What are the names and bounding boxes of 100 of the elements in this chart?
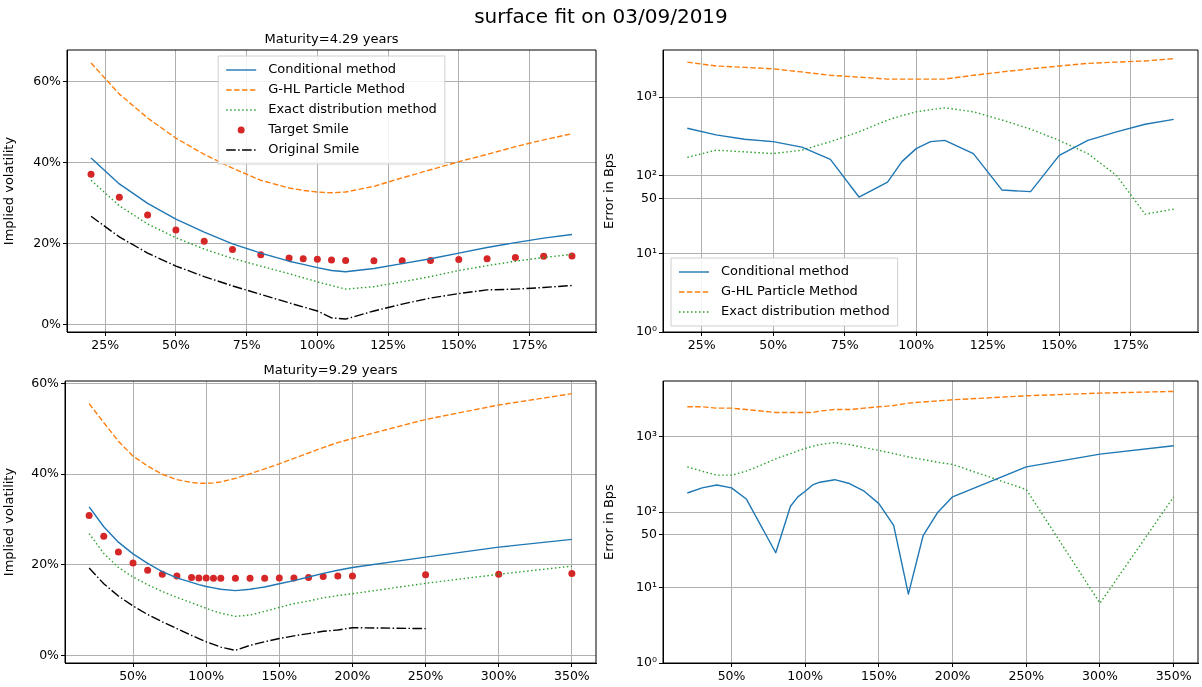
y-axis-title: Implied volatility [1, 467, 17, 577]
point [342, 256, 350, 264]
legend-label: Conditional method [268, 61, 397, 77]
y-axis-title: Error in Bps [601, 483, 617, 560]
point [209, 574, 217, 582]
point [129, 559, 137, 567]
x-tick-label: 125% [969, 336, 1006, 352]
point [85, 511, 93, 519]
x-tick-label: 200% [334, 667, 371, 683]
point [114, 548, 122, 556]
point [511, 254, 519, 262]
chart-title: Maturity=9.29 years [263, 361, 398, 377]
point [231, 574, 239, 582]
point [195, 574, 203, 582]
line-series [686, 107, 1175, 215]
x-tick-label: 100% [188, 667, 225, 683]
x-tick-label: 175% [511, 336, 548, 352]
x-tick-label: 150% [440, 336, 477, 352]
line-series [88, 532, 573, 618]
x-tick-label: 50% [119, 667, 148, 683]
x-tick-label: 50% [717, 667, 746, 683]
y-tick-label: 10¹ [636, 244, 657, 260]
x-tick-label: 75% [830, 336, 859, 352]
y-tick-label: 10² [636, 166, 657, 182]
point [144, 211, 152, 219]
x-tick-label: 300% [480, 667, 517, 683]
point [348, 572, 356, 580]
point [188, 573, 196, 581]
y-tick-label: 50 [641, 190, 658, 206]
point [172, 226, 180, 234]
x-tick-label: 50% [759, 336, 788, 352]
y-tick-label: 60% [31, 374, 60, 390]
x-tick-label: 250% [1008, 667, 1045, 683]
legend-label: G-HL Particle Method [721, 283, 858, 299]
y-tick-label: 0% [39, 646, 60, 662]
x-tick-label: 100% [299, 336, 336, 352]
point [398, 257, 406, 265]
legend-label: Exact distribution method [268, 101, 437, 117]
point [370, 257, 378, 265]
x-tick-label: 250% [407, 667, 444, 683]
point [334, 572, 342, 580]
point [568, 569, 576, 577]
x-tick-label: 75% [232, 336, 261, 352]
x-tick-label: 300% [1082, 667, 1118, 683]
y-tick-label: 10³ [636, 88, 657, 104]
line-series [88, 392, 573, 484]
x-tick-label: 50% [162, 336, 190, 352]
point [246, 574, 254, 582]
point [261, 574, 269, 582]
point [144, 566, 152, 574]
y-tick-label: 10⁰ [636, 654, 657, 670]
x-tick-label: 100% [787, 667, 824, 683]
y-tick-label: 10⁰ [636, 323, 657, 339]
y-tick-label: 20% [33, 235, 62, 251]
y-tick-label: 0% [41, 315, 62, 331]
x-tick-label: 200% [934, 667, 971, 683]
point [299, 255, 307, 263]
point [455, 256, 463, 264]
point [483, 255, 491, 263]
point [568, 252, 576, 260]
y-axis-title: Implied volatility [1, 136, 17, 246]
x-tick-label: 175% [1112, 336, 1149, 352]
y-tick-label: 60% [33, 73, 62, 89]
x-tick-label: 150% [1041, 336, 1078, 352]
x-tick-label: 350% [553, 667, 590, 683]
y-tick-label: 40% [33, 154, 62, 170]
y-tick-label: 10² [636, 503, 657, 519]
legend-label: Original Smile [268, 141, 360, 157]
chart-title: surface fit on 03/09/2019 [473, 4, 729, 28]
y-tick-label: 40% [31, 465, 60, 481]
point [202, 574, 210, 582]
y-tick-label: 10³ [636, 428, 657, 444]
point [540, 252, 548, 260]
legend-label: Exact distribution method [721, 303, 890, 319]
line-series [88, 567, 427, 652]
x-tick-label: 350% [1155, 667, 1192, 683]
x-tick-label: 150% [261, 667, 298, 683]
legend-label: Conditional method [721, 263, 849, 279]
x-tick-label: 125% [370, 336, 407, 352]
point [422, 571, 430, 579]
y-tick-label: 50 [641, 526, 658, 542]
x-tick-label: 100% [898, 336, 935, 352]
point [87, 170, 95, 178]
point [228, 245, 236, 253]
y-tick-label: 10¹ [636, 578, 657, 594]
y-tick-label: 20% [31, 556, 60, 572]
line-series [90, 62, 573, 194]
point [115, 193, 123, 201]
y-axis-title: Error in Bps [601, 152, 617, 229]
point [200, 237, 208, 245]
chart-subtitle: Maturity=4.29 years [264, 30, 399, 46]
point [217, 574, 225, 582]
x-tick-label: 25% [687, 336, 716, 352]
point [328, 256, 335, 264]
x-tick-label: 150% [861, 667, 897, 683]
legend-label: Target Smile [267, 121, 349, 137]
legend-label: G-HL Particle Method [268, 81, 406, 97]
line-series [686, 57, 1175, 80]
x-tick-label: 25% [91, 336, 120, 352]
point [100, 532, 108, 540]
